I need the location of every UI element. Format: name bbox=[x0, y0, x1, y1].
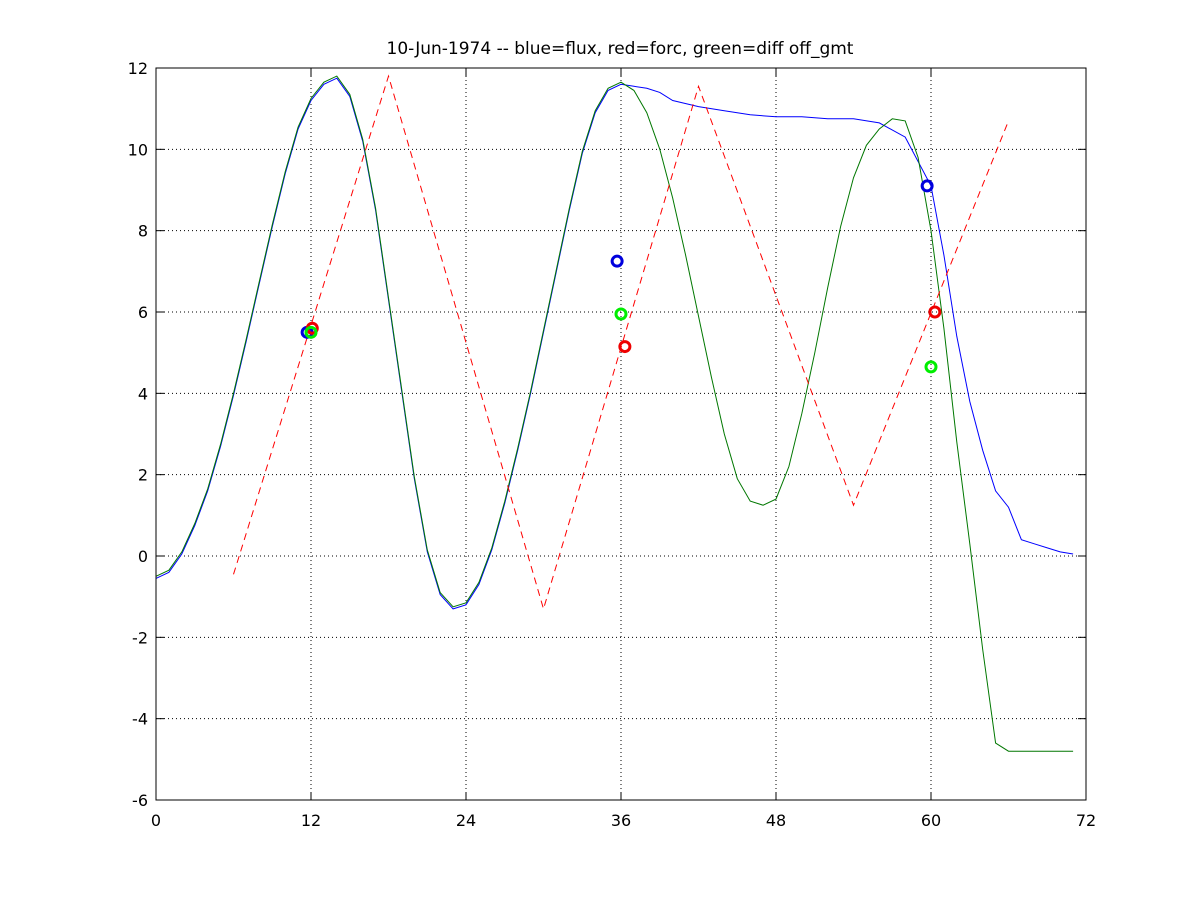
x-tick-label: 0 bbox=[151, 811, 161, 830]
marker-diff bbox=[924, 360, 938, 374]
marker-diff bbox=[304, 325, 318, 339]
y-tick-label: 0 bbox=[138, 547, 148, 566]
y-tick-label: 4 bbox=[138, 384, 148, 403]
x-tick-label: 72 bbox=[1076, 811, 1096, 830]
grid-lines bbox=[156, 68, 1086, 800]
series-line-diff bbox=[155, 75, 1074, 752]
y-tick-label: -6 bbox=[132, 791, 148, 810]
x-tick-label: 36 bbox=[611, 811, 631, 830]
y-tick-label: 12 bbox=[128, 59, 148, 78]
marker-forc bbox=[928, 305, 942, 319]
series-lines bbox=[155, 74, 1074, 752]
y-tick-label: 8 bbox=[138, 222, 148, 241]
y-tick-label: 2 bbox=[138, 466, 148, 485]
marker-diff bbox=[614, 307, 628, 321]
chart-title: 10-Jun-1974 -- blue=flux, red=forc, gree… bbox=[387, 39, 854, 59]
plot-frame bbox=[155, 67, 1087, 801]
axes bbox=[155, 67, 1087, 801]
marker-forc bbox=[618, 340, 632, 354]
marker-flux bbox=[610, 254, 624, 268]
series-line-flux bbox=[155, 77, 1074, 610]
y-tick-label: -4 bbox=[132, 710, 148, 729]
x-tick-label: 60 bbox=[921, 811, 941, 830]
y-tick-label: 10 bbox=[128, 140, 148, 159]
x-tick-label: 48 bbox=[766, 811, 786, 830]
marker-flux bbox=[920, 179, 934, 193]
x-tick-label: 24 bbox=[456, 811, 476, 830]
y-tick-label: -2 bbox=[132, 628, 148, 647]
x-tick-label: 12 bbox=[301, 811, 321, 830]
data-markers bbox=[300, 179, 942, 374]
y-tick-label: 6 bbox=[138, 303, 148, 322]
